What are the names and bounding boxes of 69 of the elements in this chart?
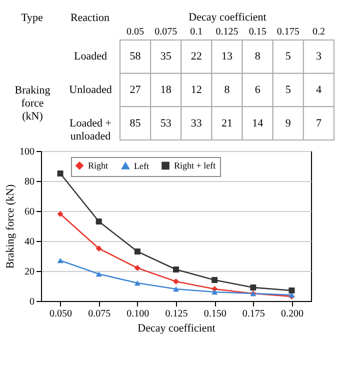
- y-tick-label: Loaded: [74, 50, 108, 63]
- x-tick-label: 0.200: [280, 308, 304, 320]
- point: [96, 271, 102, 277]
- point: [57, 258, 64, 264]
- point: [250, 284, 256, 290]
- x-tick-label: 0.150: [204, 308, 226, 320]
- x-tick-label: 0.175: [276, 26, 300, 38]
- point: [57, 211, 64, 217]
- y-tick-label: 60: [24, 206, 34, 218]
- data-label: 9: [285, 117, 292, 130]
- y-tick-label: Loaded + unloaded: [70, 117, 112, 142]
- point: [288, 288, 295, 294]
- data-label: 8: [254, 50, 261, 63]
- y-tick-label: Unloaded: [69, 84, 112, 96]
- data-label: 21: [222, 117, 232, 130]
- legend-label: Right + left: [174, 160, 216, 171]
- x-tick-label: 0.2: [312, 26, 325, 38]
- data-label: 33: [190, 117, 202, 130]
- data-label: 4: [316, 84, 322, 96]
- point: [134, 280, 140, 286]
- x-axis-title: Decay coefficient: [138, 322, 216, 334]
- x-tick-label: 0.100: [126, 308, 150, 320]
- x-tick-label: 0.175: [242, 308, 265, 320]
- data-label: 22: [190, 50, 202, 63]
- point: [212, 289, 218, 295]
- point: [134, 248, 140, 254]
- data-label: 5: [285, 50, 292, 63]
- y-axis-title: Braking force (kN): [14, 84, 51, 122]
- data-label: 6: [254, 84, 261, 96]
- point: [96, 218, 102, 224]
- x-tick-label: 0.125: [165, 308, 188, 320]
- y-tick-label: 0: [30, 296, 34, 308]
- x-tick-label: 0.05: [126, 26, 144, 38]
- point: [57, 170, 64, 176]
- x-tick-label: 0.125: [216, 26, 238, 38]
- data-label: 18: [160, 84, 172, 96]
- x-tick-label: 0.15: [248, 26, 266, 38]
- x-axis-title: Decay coefficient: [188, 12, 266, 24]
- data-label: 3: [316, 50, 322, 63]
- point: [96, 246, 102, 252]
- legend-label: Right: [88, 160, 109, 171]
- data-label: 14: [252, 117, 264, 130]
- point: [212, 277, 218, 283]
- data-label: 58: [130, 50, 142, 63]
- y-tick-label: 80: [24, 176, 34, 188]
- data-label: 8: [224, 84, 230, 96]
- point: [173, 266, 179, 272]
- data-label: 53: [160, 117, 172, 130]
- data-label: 27: [130, 84, 142, 96]
- data-label: 5: [285, 84, 292, 96]
- text: Type: [21, 12, 44, 24]
- data-label: 35: [160, 50, 172, 63]
- y-tick-label: 40: [24, 236, 34, 248]
- data-label: 7: [316, 117, 322, 130]
- x-tick-label: 0.050: [50, 308, 72, 320]
- point: [134, 265, 140, 271]
- data-label: 85: [130, 117, 142, 130]
- x-tick-label: 0.1: [190, 26, 203, 38]
- y-tick-label: 100: [20, 146, 34, 158]
- data-label: 12: [190, 84, 202, 96]
- y-axis-title: Braking force (kN): [4, 184, 16, 269]
- point: [173, 286, 179, 292]
- y-tick-label: 20: [24, 266, 34, 278]
- x-tick-label: 0.075: [154, 26, 178, 38]
- point: [173, 278, 179, 284]
- text: Reaction: [70, 12, 110, 24]
- x-tick-label: 0.075: [88, 308, 111, 320]
- legend-label: Left: [134, 160, 150, 171]
- data-label: 13: [222, 50, 233, 63]
